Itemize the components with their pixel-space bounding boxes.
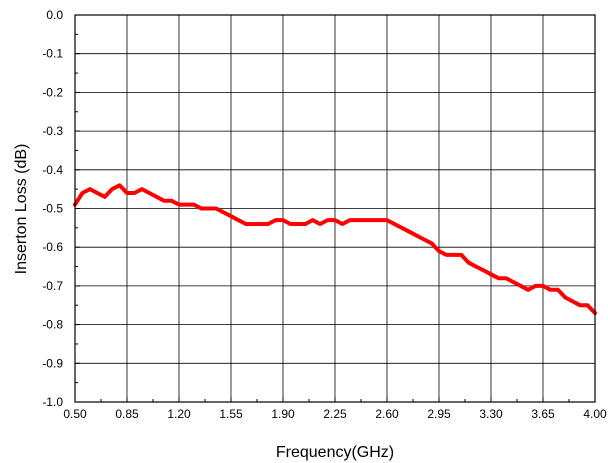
x-tick-label: 2.95 [427,407,451,421]
data-point [363,218,367,222]
data-point [571,299,575,303]
axis-ticks [74,14,596,403]
x-tick-label: 3.65 [531,407,555,421]
y-tick-label: -0.9 [42,356,63,370]
data-point [563,295,567,300]
data-point [452,253,456,257]
data-point [578,303,582,307]
data-point [348,218,352,222]
data-point [377,218,382,222]
data-point [273,218,278,222]
data-point [415,233,419,238]
x-tick-label: 1.90 [271,407,295,421]
data-point [444,253,449,257]
x-tick-label: 4.00 [583,407,607,421]
x-tick-label: 0.85 [115,407,139,421]
data-point [311,218,315,222]
data-layer [73,183,597,315]
data-point [199,206,203,211]
data-point [207,206,211,211]
data-point [318,222,322,226]
data-point [519,284,523,288]
y-tick-label: -0.8 [42,318,63,332]
y-tick-label: -0.6 [42,240,63,254]
data-point [481,268,486,273]
data-point [281,218,285,222]
data-point [147,191,151,195]
y-tick-label: -0.4 [42,163,63,177]
y-tick-label: -0.3 [42,124,63,138]
y-tick-label: -0.5 [42,202,63,216]
data-point [244,222,248,226]
data-point [541,284,545,288]
y-tick-label: -0.1 [42,47,63,61]
data-point [95,191,99,195]
x-tick-label: 0.50 [63,407,87,421]
y-axis-title: Inserton Loss (dB) [13,144,30,275]
data-point [511,280,515,284]
x-tick-label: 2.60 [375,407,399,421]
y-tick-label: -0.7 [42,279,63,293]
data-point [88,187,92,191]
x-tick-label: 1.20 [167,407,191,421]
data-point [192,203,196,207]
x-tick-label: 3.30 [479,407,503,421]
data-point [459,253,463,257]
data-point [221,210,226,214]
data-point [585,303,590,307]
data-point [496,276,501,280]
data-point [370,218,374,222]
data-point [184,203,189,207]
y-tick-label: 0.0 [46,8,63,22]
data-point [340,222,345,226]
x-tick-label: 1.55 [219,407,243,421]
data-point [169,199,174,203]
data-point [407,230,411,234]
data-point [437,249,441,253]
data-point [526,288,530,292]
data-point [80,191,85,195]
data-point [259,222,263,226]
data-point [140,187,144,191]
data-point [556,288,560,292]
data-point [110,187,114,191]
data-point [548,288,553,292]
y-tick-label: -1.0 [42,395,63,409]
data-point [214,206,218,211]
data-point [266,222,270,226]
data-point [504,276,508,280]
data-point [474,264,478,269]
data-point [422,237,426,242]
data-point [392,222,397,226]
data-point [333,218,337,222]
data-point [155,195,159,199]
data-point [489,272,493,276]
data-point [251,222,255,226]
data-point [355,218,359,222]
data-point [229,214,233,218]
data-point [162,199,166,203]
data-point [385,218,389,222]
data-point [103,195,107,199]
x-tick-label: 2.25 [323,407,347,421]
y-tick-label: -0.2 [42,85,63,99]
data-point [288,222,293,226]
data-point [533,284,538,288]
data-point [303,222,307,226]
data-point [117,183,122,187]
data-point [467,261,471,265]
data-point [400,226,404,230]
y-tick-labels: 0.0 -0.1 -0.2 -0.3 -0.4 -0.5 -0.6 -0.7 -0.8 -0.9 -… [42,8,63,409]
data-point [325,218,330,222]
grid-lines [75,15,595,402]
data-point [429,241,434,245]
data-point [132,191,137,195]
data-point [296,222,300,226]
x-axis-title: Frequency(GHz) [276,444,394,461]
x-tick-labels: 0.50 0.85 1.20 1.55 1.90 2.25 2.60 2.95 3.30 3.65… [63,407,607,421]
data-point [236,218,241,222]
data-point [177,203,181,207]
data-point [125,191,129,195]
